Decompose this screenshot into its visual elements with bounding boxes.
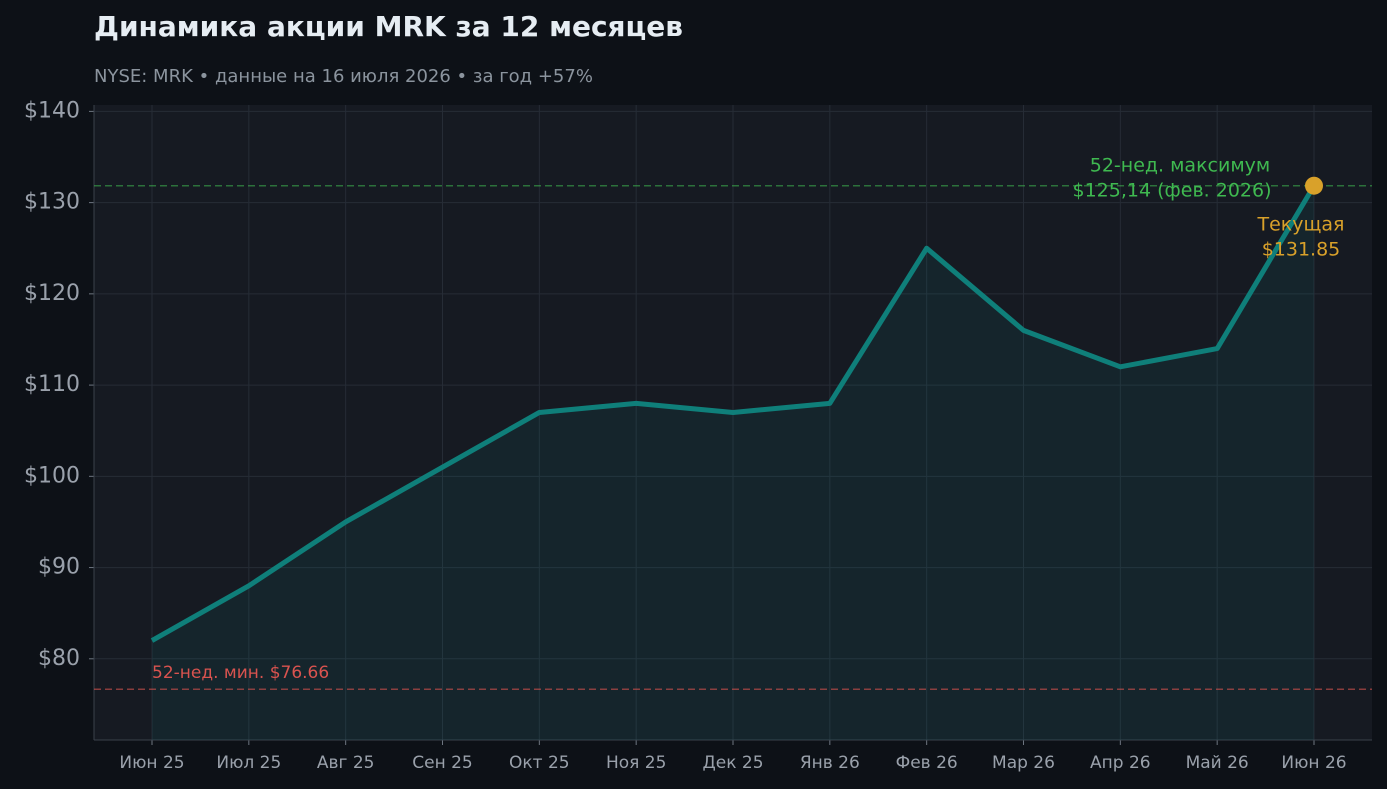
x-tick-label: Июн 26 — [1281, 753, 1346, 773]
x-tick-label: Окт 25 — [509, 753, 570, 773]
y-tick-label: $140 — [24, 98, 80, 123]
x-tick-label: Июн 25 — [119, 753, 184, 773]
y-tick-label: $90 — [38, 555, 80, 580]
current-value-label: $131.85 — [1262, 239, 1341, 261]
high-label: 52-нед. максимум — [1090, 155, 1271, 177]
chart-title: Динамика акции MRK за 12 месяцев — [94, 10, 683, 43]
x-tick-label: Сен 25 — [412, 753, 472, 773]
low-label: 52-нед. мин. $76.66 — [152, 663, 329, 683]
area — [152, 185, 1314, 740]
current-label: Текущая — [1257, 214, 1345, 236]
x-tick-label: Мар 26 — [992, 753, 1055, 773]
chart-subtitle: NYSE: MRK • данные на 16 июля 2026 • за … — [94, 66, 593, 87]
current-point — [1305, 176, 1323, 195]
y-tick-label: $120 — [24, 281, 80, 306]
x-tick-label: Апр 26 — [1090, 753, 1151, 773]
x-tick-label: Янв 26 — [800, 753, 860, 773]
y-tick-label: $100 — [24, 463, 80, 488]
y-tick-label: $80 — [38, 646, 80, 671]
high-value-label: $125,14 (фев. 2026) — [1073, 180, 1272, 202]
y-tick-label: $110 — [24, 372, 80, 397]
line — [150, 184, 1317, 643]
x-tick-label: Ноя 25 — [606, 753, 666, 773]
x-tick-label: Фев 26 — [896, 753, 958, 773]
y-tick-label: $130 — [24, 190, 80, 215]
x-tick-label: Май 26 — [1186, 753, 1249, 773]
x-tick-label: Июл 25 — [216, 753, 281, 773]
x-tick-label: Авг 25 — [317, 753, 375, 773]
x-tick-label: Дек 25 — [702, 753, 763, 773]
